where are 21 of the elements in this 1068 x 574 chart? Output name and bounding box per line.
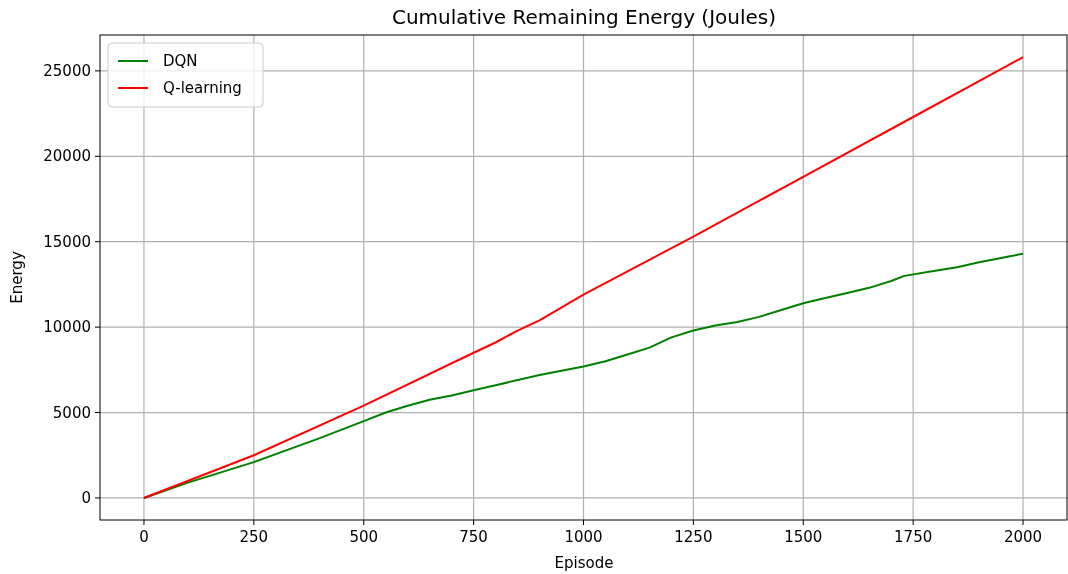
x-tick-label: 250: [239, 528, 269, 546]
x-tick-label: 1000: [564, 528, 603, 546]
x-tick-label: 2000: [1003, 528, 1043, 546]
x-tick-label: 0: [139, 528, 149, 546]
y-axis-title: Energy: [8, 251, 26, 304]
line-series: [142, 56, 1025, 499]
x-tick-label: 1250: [674, 528, 713, 546]
x-tick-label: 500: [349, 528, 379, 546]
x-tick-label: 1500: [784, 528, 823, 546]
y-tick-label: 0: [81, 488, 91, 507]
y-tick-label: 15000: [43, 232, 91, 251]
x-tick-label: 750: [459, 528, 488, 546]
x-tick-label: 1750: [894, 528, 933, 546]
y-tick-label: 25000: [43, 61, 91, 80]
x-axis-title: Episode: [554, 554, 614, 572]
legend-label: Q-learning: [163, 79, 242, 97]
legend-label: DQN: [163, 52, 198, 70]
chart-title: Cumulative Remaining Energy (Joules): [391, 5, 777, 29]
y-tick-label: 10000: [43, 318, 91, 337]
y-tick-label: 20000: [43, 147, 91, 166]
y-tick-label: 5000: [52, 403, 91, 422]
